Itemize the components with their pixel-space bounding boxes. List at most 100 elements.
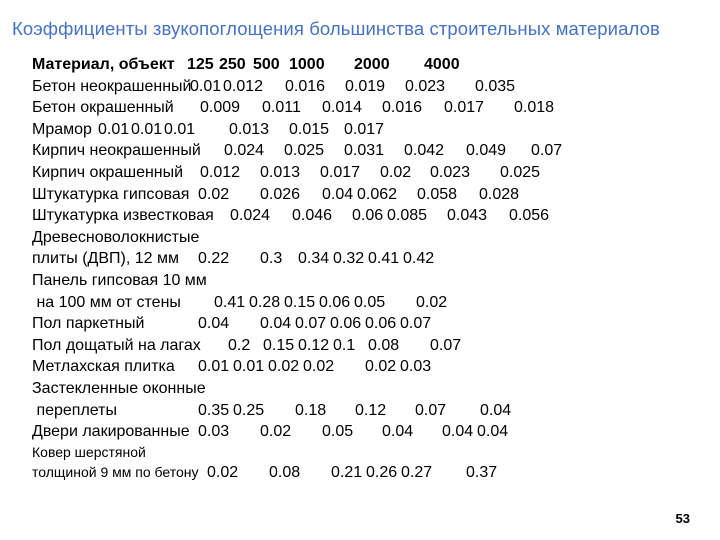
cell: 0.01 [233,356,268,378]
cell: 0.016 [285,76,345,98]
table-header-row: Материал, объект 125 250 500 1000 2000 4… [32,54,710,76]
cell: 0.34 [298,248,333,270]
table-row: на 100 мм от стены 0.41 0.28 0.15 0.06 0… [32,292,710,314]
row-label: Панель гипсовая 10 мм [32,270,207,292]
cell: 0.024 [230,205,292,227]
table-row: Кирпич неокрашенный 0.024 0.025 0.031 0.… [32,140,710,162]
cell: 0.06 [319,292,354,314]
cell: 0.046 [292,205,352,227]
row-label: Ковер шерстяной [32,443,146,462]
cell: 0.019 [345,76,405,98]
cell: 0.37 [466,462,497,484]
row-label: толщиной 9 мм по бетону [32,463,207,482]
cell: 0.32 [333,248,368,270]
cell: 0.06 [365,313,400,335]
header-freq: 125 [187,54,219,76]
cell: 0.028 [479,184,519,206]
cell: 0.06 [352,205,387,227]
cell: 0.1 [333,335,368,357]
table-row: Мрамор 0.01 0.01 0.01 0.013 0.015 0.017 [32,119,710,141]
cell: 0.04 [442,421,477,443]
cell: 0.01 [98,119,131,141]
cell: 0.025 [500,162,540,184]
cell: 0.056 [509,205,549,227]
cell: 0.05 [322,421,382,443]
cell: 0.12 [298,335,333,357]
row-label: переплеты [32,400,198,422]
row-label: Пол паркетный [32,313,198,335]
cell: 0.042 [404,140,466,162]
cell: 0.07 [415,400,480,422]
cell: 0.031 [344,140,404,162]
row-label: плиты (ДВП), 12 мм [32,248,198,270]
header-freq: 500 [253,54,289,76]
cell: 0.02 [260,421,322,443]
cell: 0.013 [229,119,289,141]
table-row: Бетон неокрашенный 0.01 0.012 0.016 0.01… [32,76,710,98]
cell: 0.12 [355,400,415,422]
cell: 0.017 [444,97,514,119]
cell: 0.01 [198,356,233,378]
cell: 0.27 [401,462,466,484]
cell: 0.018 [514,97,554,119]
cell: 0.02 [365,356,400,378]
cell: 0.013 [260,162,320,184]
table-row: переплеты 0.35 0.25 0.18 0.12 0.07 0.04 [32,400,710,422]
table-row: Метлахская плитка 0.01 0.01 0.02 0.02 0.… [32,356,710,378]
cell: 0.024 [224,140,284,162]
cell: 0.35 [198,400,233,422]
row-label: Застекленные оконные [32,378,206,400]
cell: 0.28 [249,292,284,314]
cell: 0.017 [344,119,384,141]
header-freq: 1000 [289,54,354,76]
cell: 0.062 [357,184,417,206]
table-row: толщиной 9 мм по бетону 0.02 0.08 0.21 0… [32,462,710,484]
table-row: Древесноволокнистые [32,227,710,249]
page-title: Коэффициенты звукопоглощения большинства… [12,18,710,40]
cell: 0.02 [198,184,260,206]
cell: 0.08 [368,335,430,357]
cell: 0.06 [330,313,365,335]
row-label: Штукатурка известковая [32,205,230,227]
cell: 0.2 [228,335,263,357]
cell: 0.043 [447,205,509,227]
row-label: Древесноволокнистые [32,227,199,249]
cell: 0.026 [260,184,322,206]
cell: 0.058 [417,184,479,206]
cell: 0.02 [207,462,269,484]
cell: 0.42 [403,248,434,270]
row-label: Кирпич окрашенный [32,162,200,184]
cell: 0.22 [198,248,260,270]
cell: 0.04 [322,184,357,206]
cell: 0.07 [531,140,562,162]
row-label: Штукатурка гипсовая [32,184,198,206]
cell: 0.08 [269,462,331,484]
cell: 0.07 [430,335,461,357]
cell: 0.011 [262,97,322,119]
cell: 0.04 [198,313,260,335]
table-row: Штукатурка известковая 0.024 0.046 0.06 … [32,205,710,227]
cell: 0.01 [190,76,223,98]
cell: 0.21 [331,462,366,484]
cell: 0.015 [289,119,344,141]
row-label: Кирпич неокрашенный [32,140,224,162]
header-material: Материал, объект [32,54,187,76]
table-row: Бетон окрашенный 0.009 0.011 0.014 0.016… [32,97,710,119]
row-label: Мрамор [32,119,98,141]
cell: 0.035 [475,76,515,98]
header-freq: 2000 [354,54,424,76]
cell: 0.25 [233,400,295,422]
cell: 0.18 [295,400,355,422]
cell: 0.02 [380,162,430,184]
table-row: Застекленные оконные [32,378,710,400]
cell: 0.023 [430,162,500,184]
row-label: Пол дощатый на лагах [32,335,228,357]
cell: 0.07 [295,313,330,335]
cell: 0.41 [214,292,249,314]
cell: 0.03 [400,356,431,378]
table-row: Кирпич окрашенный 0.012 0.013 0.017 0.02… [32,162,710,184]
cell: 0.025 [284,140,344,162]
cell: 0.3 [260,248,298,270]
row-label: Метлахская плитка [32,356,198,378]
cell: 0.016 [382,97,444,119]
